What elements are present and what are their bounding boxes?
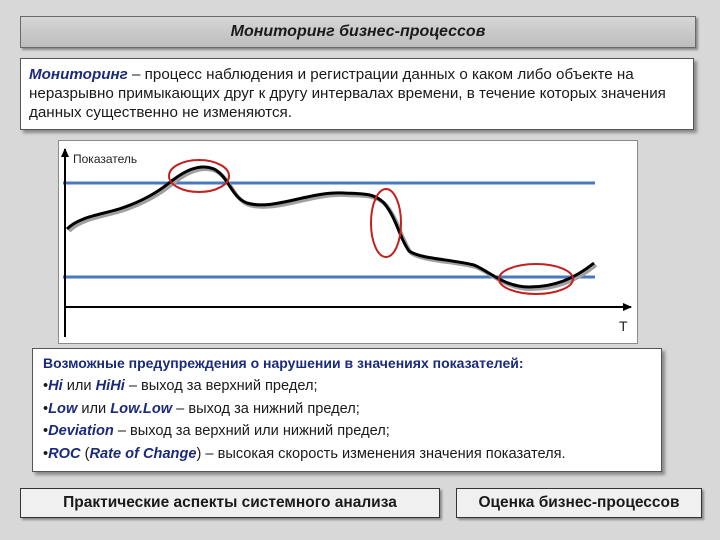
definition-box: Мониторинг – процесс наблюдения и регист… <box>20 58 694 130</box>
warning-code: Low <box>48 400 78 417</box>
monitoring-chart: Показатель T <box>58 140 638 344</box>
warning-item-hi: •Hi или HiHi – выход за верхний предел; <box>43 375 651 398</box>
footer-right-text: Оценка бизнес-процессов <box>478 494 680 511</box>
highlight-hi <box>168 159 230 193</box>
definition-term: Мониторинг <box>29 66 128 83</box>
warning-item-low: •Low или Low.Low – выход за нижний преде… <box>43 398 651 421</box>
y-axis-label: Показатель <box>73 152 137 166</box>
warning-text: – выход за верхний или нижний предел; <box>113 423 390 439</box>
definition-text: – процесс наблюдения и регистрации данны… <box>29 66 666 121</box>
indicator-curve-shadow <box>67 166 598 292</box>
warning-code-2: HiHi <box>95 378 125 394</box>
highlight-roc <box>370 188 402 258</box>
bullet: • <box>43 445 49 462</box>
warning-code-2: Low.Low <box>110 400 173 417</box>
warning-text: – выход за нижний предел; <box>172 400 360 417</box>
warning-code: Deviation <box>48 423 114 439</box>
warning-item-deviation: •Deviation – выход за верхний или нижний… <box>43 420 651 443</box>
bullet: • <box>43 423 49 439</box>
slide-title-text: Мониторинг бизнес-процессов <box>230 23 486 40</box>
warning-code: Hi <box>48 378 63 394</box>
slide-title: Мониторинг бизнес-процессов <box>20 16 696 48</box>
warning-code-2: Rate of Change <box>89 445 197 462</box>
highlight-low <box>498 263 574 295</box>
warning-item-roc: •ROC (Rate of Change) – высокая скорость… <box>43 443 651 466</box>
x-axis-label: T <box>619 318 628 334</box>
warning-mid: или <box>77 400 111 417</box>
footer-left-text: Практические аспекты системного анализа <box>63 494 397 511</box>
bullet: • <box>43 400 49 417</box>
warnings-box: Возможные предупреждения о нарушении в з… <box>32 348 662 472</box>
chart-svg: Показатель T <box>61 148 632 337</box>
warnings-title: Возможные предупреждения о нарушении в з… <box>43 355 524 371</box>
indicator-curve <box>65 165 595 289</box>
bullet: • <box>43 378 49 394</box>
footer-section-title: Оценка бизнес-процессов <box>456 488 702 518</box>
footer-course-title: Практические аспекты системного анализа <box>20 488 440 518</box>
warning-mid: ( <box>80 445 90 462</box>
warning-mid: или <box>62 378 96 394</box>
warning-text: – выход за верхний предел; <box>124 378 318 394</box>
warning-text: ) – высокая скорость изменения значения … <box>196 445 566 462</box>
warning-code: ROC <box>48 445 81 462</box>
